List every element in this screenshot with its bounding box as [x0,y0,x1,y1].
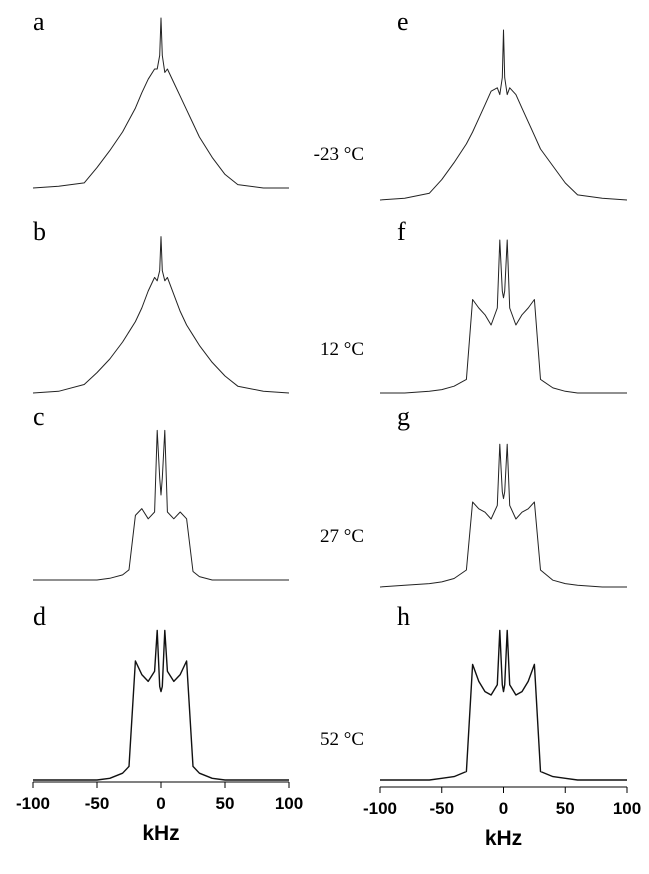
temperature-label: -23 °C [314,144,364,165]
panel-label: f [397,217,406,246]
spectrum [32,236,290,394]
panel-label: d [33,602,46,631]
x-tick-label: -100 [16,794,50,813]
temperature-label: 27 °C [320,526,364,547]
panel-label: b [33,217,46,246]
x-tick-label: 0 [499,799,508,818]
spectrum [380,629,627,781]
temperature-label: 52 °C [320,729,364,750]
spectrum [33,629,289,781]
spectrum [33,429,289,581]
x-tick-label: -50 [85,794,110,813]
panel-label: h [397,602,410,631]
panel-label: c [33,402,45,431]
x-tick-label: -50 [429,799,454,818]
x-tick-label: 100 [275,794,303,813]
temperature-label: 12 °C [320,339,364,360]
spectrum [379,29,628,201]
spectrum [32,17,289,189]
x-axis-label: kHz [142,822,179,845]
panel-label: a [33,7,45,36]
x-tick-label: 50 [556,799,575,818]
spectrum [379,443,627,588]
x-axis-label: kHz [485,827,522,850]
x-tick-label: 50 [216,794,235,813]
spectrum [380,239,627,394]
x-tick-label: 100 [613,799,641,818]
panel-label: e [397,7,409,36]
x-tick-label: 0 [156,794,165,813]
x-tick-label: -100 [363,799,397,818]
panel-label: g [397,402,410,431]
